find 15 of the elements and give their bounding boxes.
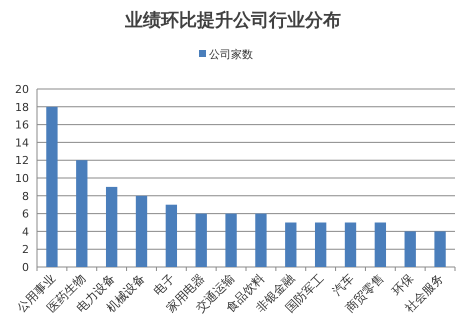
legend-label: 公司家数 xyxy=(209,48,253,61)
y-tick-label: 18 xyxy=(15,100,29,114)
y-tick-label: 2 xyxy=(22,243,29,256)
y-tick-label: 10 xyxy=(15,172,29,185)
x-tick-label: 环保 xyxy=(389,271,416,298)
chart-title: 业绩环比提升公司行业分布 xyxy=(124,10,341,31)
y-tick-label: 8 xyxy=(22,190,29,203)
y-tick-label: 4 xyxy=(22,225,29,238)
y-tick-label: 14 xyxy=(15,136,29,150)
y-tick-label: 12 xyxy=(15,154,29,168)
y-tick-label: 0 xyxy=(22,261,29,274)
y-tick-label: 16 xyxy=(15,118,29,132)
legend: 公司家数 xyxy=(199,48,253,61)
y-tick-label: 20 xyxy=(15,83,29,96)
y-tick-label: 6 xyxy=(22,208,29,221)
